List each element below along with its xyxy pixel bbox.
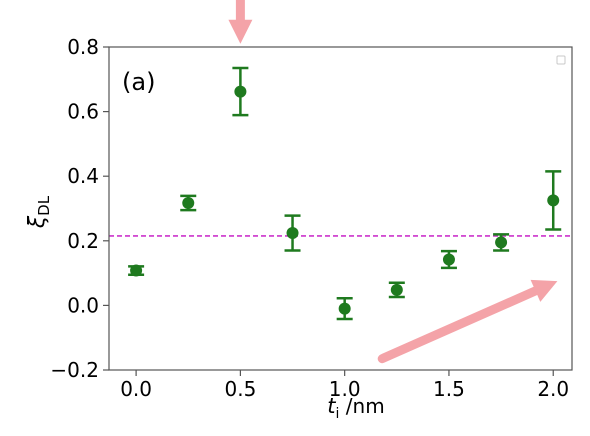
y-tick-label: 0.4 [67, 164, 99, 188]
data-point [493, 233, 510, 252]
data-point [440, 249, 457, 270]
data-point [232, 66, 249, 117]
marker [286, 227, 299, 240]
x-tick-label: 0.5 [224, 377, 256, 401]
x-tick-label: 1.5 [433, 377, 465, 401]
x-tick-label: 2.0 [537, 377, 569, 401]
y-tick-label: 0.8 [67, 35, 99, 59]
arrow-head [530, 279, 558, 302]
y-tick-label: −0.2 [50, 358, 99, 382]
data-point [545, 170, 562, 231]
marker [130, 264, 143, 277]
y-tick-label: 0.0 [67, 293, 99, 317]
marker [495, 236, 508, 249]
marker [547, 194, 560, 207]
arrow-head [228, 19, 253, 44]
arrow-shaft [377, 286, 540, 364]
x-tick-label: 1.0 [329, 377, 361, 401]
y-axis-label-main: ξ [25, 215, 50, 229]
data-point [128, 264, 145, 277]
y-tick-label: 0.6 [67, 100, 99, 124]
marker [338, 302, 351, 315]
down-arrow [228, 0, 253, 44]
x-axis-label-main: t [327, 394, 336, 418]
legend-placeholder [556, 55, 566, 65]
x-axis-label: ti /nm [327, 394, 384, 422]
y-axis-label: ξDL [25, 195, 53, 229]
marker [390, 283, 403, 296]
data-point [336, 297, 353, 321]
marker [182, 197, 195, 210]
marker [442, 253, 455, 266]
data-point [180, 194, 197, 212]
trend-arrow [377, 279, 558, 364]
data-point [388, 281, 405, 299]
data-point [284, 214, 301, 252]
y-axis-label-sub: DL [35, 195, 53, 216]
plot-frame [108, 46, 573, 371]
x-axis-label-unit: /nm [339, 394, 384, 418]
y-tick-label: 0.2 [67, 229, 99, 253]
marker [234, 85, 247, 98]
panel-label: (a) [122, 68, 155, 96]
x-tick-label: 0.0 [120, 377, 152, 401]
x-axis-label-sub: i [336, 406, 340, 422]
